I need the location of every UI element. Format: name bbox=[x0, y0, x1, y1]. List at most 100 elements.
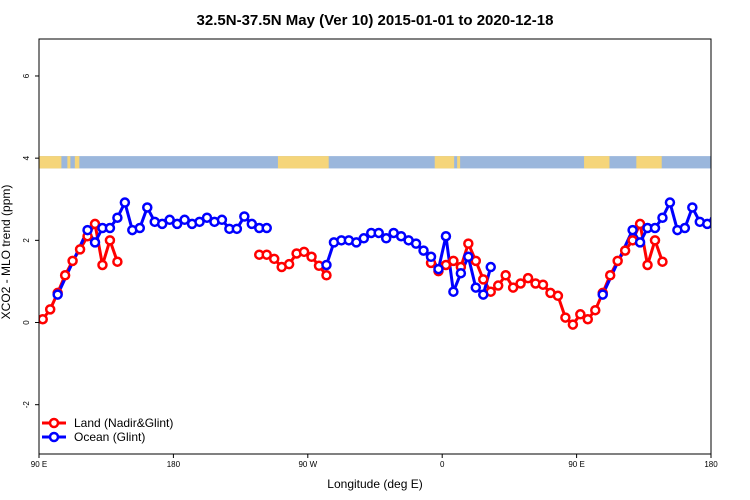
x-tick-label: 90 W bbox=[298, 460, 317, 469]
land-data-point bbox=[567, 319, 579, 330]
land-data-point bbox=[268, 253, 280, 265]
x-tick-label: 180 bbox=[167, 460, 181, 469]
land-band-segment bbox=[636, 156, 662, 169]
land-data-point bbox=[440, 259, 452, 271]
ocean-data-point bbox=[448, 286, 459, 297]
legend-ocean-label: Ocean (Glint) bbox=[74, 430, 145, 444]
land-data-point bbox=[507, 282, 519, 293]
land-band-segment bbox=[434, 156, 455, 169]
ocean-data-point bbox=[239, 211, 250, 222]
land-data-point bbox=[619, 245, 631, 256]
land-data-point bbox=[582, 313, 594, 325]
ocean-data-point bbox=[216, 214, 228, 226]
ocean-data-point bbox=[261, 222, 272, 234]
ocean-data-point bbox=[410, 238, 422, 249]
land-data-point bbox=[44, 304, 56, 315]
series-points bbox=[39, 197, 711, 330]
land-data-point bbox=[321, 270, 332, 281]
x-tick-label: 180 bbox=[704, 460, 718, 469]
x-tick-label: 90 E bbox=[31, 460, 47, 469]
ocean-data-point bbox=[664, 197, 676, 208]
ocean-data-point bbox=[679, 222, 691, 234]
ocean-data-point bbox=[649, 222, 661, 234]
ocean-data-point bbox=[89, 237, 101, 248]
legend-land-label: Land (Nadir&Glint) bbox=[74, 416, 173, 430]
land-data-point bbox=[39, 313, 48, 325]
ocean-data-point bbox=[702, 218, 711, 230]
ocean-data-point bbox=[164, 214, 175, 226]
ocean-series-line bbox=[56, 201, 267, 296]
land-data-point bbox=[604, 270, 616, 281]
land-data-point bbox=[59, 270, 71, 281]
ocean-data-point bbox=[425, 251, 437, 263]
ocean-data-point bbox=[156, 218, 168, 230]
land-data-point bbox=[560, 312, 571, 323]
land-data-point bbox=[590, 304, 601, 316]
ocean-data-point bbox=[709, 216, 711, 224]
land-data-point bbox=[537, 279, 549, 290]
land-band-segment bbox=[74, 156, 80, 169]
land-data-point bbox=[612, 255, 623, 267]
legend-ocean-marker bbox=[48, 431, 60, 443]
land-data-point bbox=[470, 255, 482, 267]
land-data-point bbox=[575, 309, 586, 320]
land-data-point bbox=[492, 280, 504, 291]
ocean-data-point bbox=[597, 289, 608, 300]
ocean-data-point bbox=[687, 202, 698, 213]
ocean-data-point bbox=[112, 212, 123, 223]
land-ocean-mask-band bbox=[39, 156, 711, 169]
ocean-data-point bbox=[358, 233, 370, 244]
ocean-data-point bbox=[142, 202, 153, 213]
land-data-point bbox=[104, 235, 116, 246]
ocean-data-point bbox=[463, 251, 474, 263]
y-tick-label: 6 bbox=[22, 73, 31, 78]
land-band-segment bbox=[67, 156, 71, 169]
y-tick-label: 0 bbox=[22, 320, 31, 325]
ocean-data-point bbox=[104, 222, 116, 234]
x-axis: 90 E 180 90 W 0 90 E 180 bbox=[31, 454, 718, 469]
ocean-data-point bbox=[171, 218, 183, 230]
land-data-point bbox=[552, 290, 564, 302]
land-data-point bbox=[448, 255, 459, 267]
ocean-data-point bbox=[485, 261, 496, 273]
ocean-data-point bbox=[134, 222, 146, 234]
land-band-segment bbox=[39, 156, 62, 169]
ocean-data-point bbox=[201, 212, 213, 223]
ocean-data-point bbox=[351, 237, 362, 248]
land-band-segment bbox=[457, 156, 461, 169]
land-data-point bbox=[478, 274, 489, 285]
land-data-point bbox=[74, 244, 86, 255]
land-data-point bbox=[515, 278, 526, 289]
land-data-point bbox=[642, 259, 653, 271]
y-axis-label: XCO2 - MLO trend (ppm) bbox=[0, 185, 13, 320]
ocean-data-point bbox=[52, 289, 63, 300]
ocean-data-point bbox=[179, 214, 190, 226]
land-data-point bbox=[500, 270, 511, 281]
legend-land-marker bbox=[48, 417, 60, 429]
ocean-data-point bbox=[470, 282, 482, 293]
land-data-point bbox=[298, 246, 310, 258]
ocean-data-point bbox=[395, 230, 407, 242]
ocean-data-point bbox=[440, 230, 452, 242]
land-band-segment bbox=[277, 156, 329, 169]
ocean-data-point bbox=[627, 224, 638, 236]
land-data-point bbox=[112, 256, 123, 267]
y-axis: -2 0 2 4 6 bbox=[22, 73, 39, 408]
ocean-data-point bbox=[246, 218, 258, 230]
ocean-data-point bbox=[418, 245, 429, 256]
x-tick-label: 90 E bbox=[568, 460, 584, 469]
x-tick-label: 0 bbox=[440, 460, 445, 469]
land-data-point bbox=[67, 255, 78, 267]
y-tick-label: -2 bbox=[22, 401, 31, 409]
ocean-data-point bbox=[373, 227, 384, 239]
y-tick-label: 4 bbox=[22, 155, 31, 160]
land-data-point bbox=[306, 251, 317, 263]
land-data-point bbox=[634, 218, 646, 230]
legend: Land (Nadir&Glint) Ocean (Glint) bbox=[42, 416, 173, 444]
chart-title: 32.5N-37.5N May (Ver 10) 2015-01-01 to 2… bbox=[197, 12, 554, 29]
plot-frame bbox=[38, 38, 712, 455]
ocean-data-point bbox=[194, 216, 205, 228]
ocean-data-point bbox=[433, 263, 444, 275]
land-data-point bbox=[657, 256, 668, 267]
